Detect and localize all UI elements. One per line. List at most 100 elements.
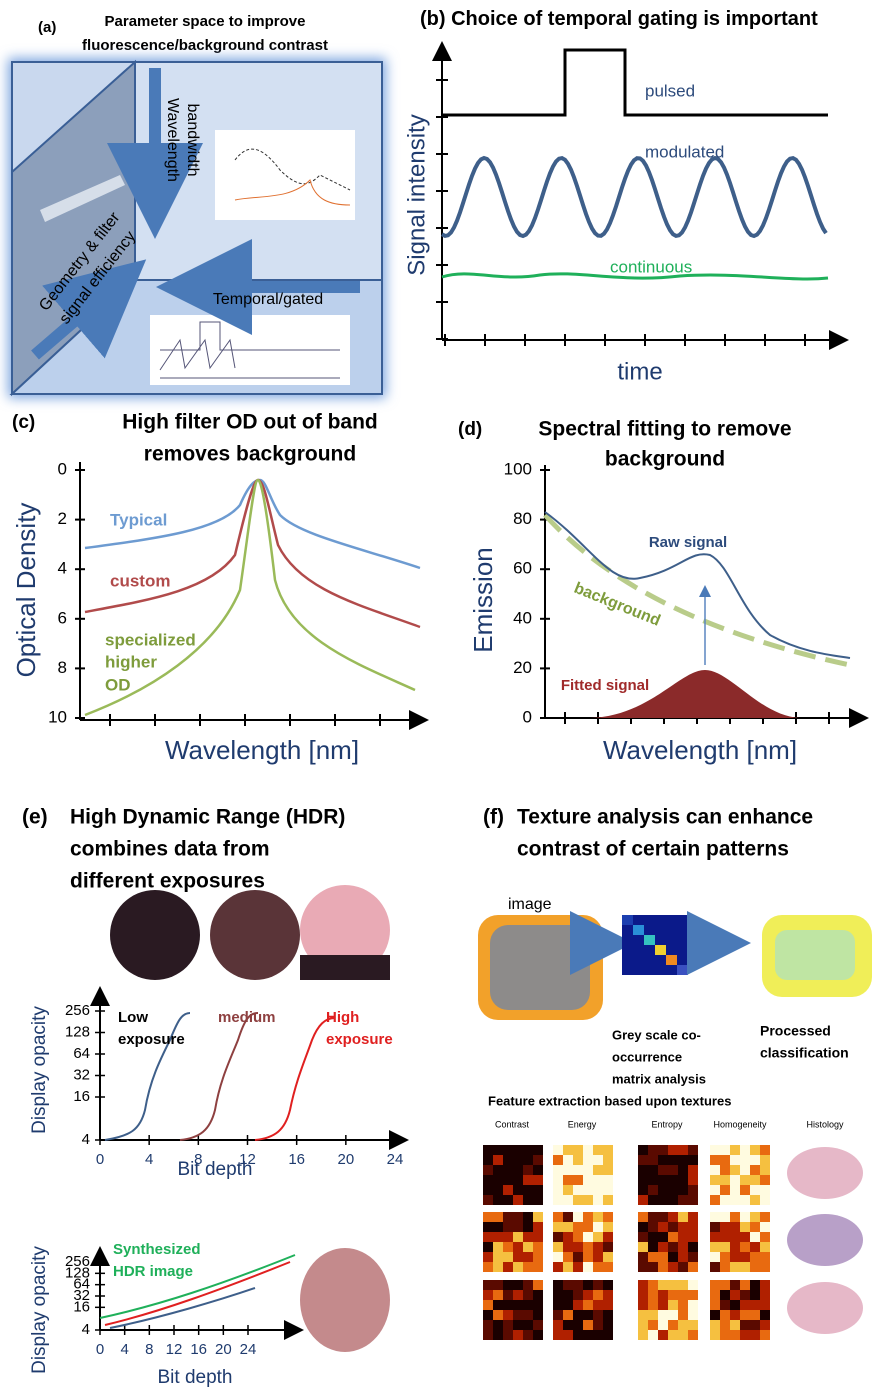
feature-tiles: Contrast Energy Entropy Homogeneity Histolog…: [483, 1119, 863, 1340]
texture-cell: [563, 1290, 573, 1300]
texture-cell: [648, 1290, 658, 1300]
texture-cell: [583, 1185, 593, 1195]
y-tick-label: 32: [73, 1287, 90, 1304]
curve-label: medium: [218, 1009, 276, 1026]
texture-cell: [603, 1252, 613, 1262]
matrix-cell: [633, 925, 644, 935]
texture-cell: [730, 1252, 740, 1262]
texture-cell: [750, 1165, 760, 1175]
column-header: Histology: [806, 1119, 844, 1129]
texture-cell: [638, 1145, 648, 1155]
texture-cell: [603, 1232, 613, 1242]
texture-cell: [573, 1165, 583, 1175]
texture-cell: [658, 1242, 668, 1252]
texture-cell: [593, 1212, 603, 1222]
x-tick-label: 12: [166, 1341, 183, 1358]
texture-cell: [688, 1310, 698, 1320]
texture-cell: [638, 1330, 648, 1340]
texture-cell: [513, 1290, 523, 1300]
panel-title: Spectral fitting to remove: [538, 418, 791, 441]
texture-cell: [573, 1145, 583, 1155]
texture-cell: [553, 1232, 563, 1242]
ticks: 0 20 40 60 80 100: [504, 459, 830, 726]
panel-title: removes background: [144, 443, 356, 466]
texture-cell: [513, 1232, 523, 1242]
texture-cell: [750, 1252, 760, 1262]
texture-cell: [730, 1155, 740, 1165]
texture-cell: [503, 1310, 513, 1320]
texture-cell: [533, 1145, 543, 1155]
texture-cell: [740, 1290, 750, 1300]
texture-cell: [483, 1145, 493, 1155]
texture-cell: [563, 1145, 573, 1155]
texture-cell: [730, 1262, 740, 1272]
texture-cell: [513, 1320, 523, 1330]
curve-label: exposure: [326, 1031, 393, 1048]
texture-cell: [720, 1212, 730, 1222]
texture-cell: [483, 1300, 493, 1310]
arrow: [31, 259, 147, 360]
texture-cell: [533, 1330, 543, 1340]
texture-cell: [573, 1330, 583, 1340]
x-axis-label: Bit depth: [178, 1159, 253, 1180]
texture-cell: [688, 1262, 698, 1272]
matrix-cell: [644, 945, 655, 955]
texture-cell: [648, 1212, 658, 1222]
texture-cell: [648, 1175, 658, 1185]
texture-cell: [513, 1330, 523, 1340]
texture-cell: [523, 1175, 533, 1185]
texture-cell: [483, 1262, 493, 1272]
texture-cell: [593, 1175, 603, 1185]
texture-cell: [710, 1195, 720, 1205]
texture-cell: [720, 1252, 730, 1262]
texture-cell: [503, 1185, 513, 1195]
texture-cell: [603, 1222, 613, 1232]
texture-cell: [668, 1280, 678, 1290]
texture-cell: [533, 1320, 543, 1330]
texture-cell: [603, 1242, 613, 1252]
texture-cell: [720, 1310, 730, 1320]
matrix-cell: [655, 935, 666, 945]
y-tick-label: 64: [73, 1276, 90, 1293]
texture-cell: [730, 1310, 740, 1320]
texture-cell: [678, 1145, 688, 1155]
texture-cell: [710, 1232, 720, 1242]
texture-cell: [730, 1195, 740, 1205]
texture-cell: [720, 1195, 730, 1205]
texture-cell: [688, 1155, 698, 1165]
continuous-curve: [441, 272, 829, 281]
texture-cell: [563, 1300, 573, 1310]
texture-cell: [730, 1300, 740, 1310]
y-axis-label: Optical Density: [11, 503, 41, 678]
texture-cell: [730, 1330, 740, 1340]
pulsed-curve: [442, 48, 828, 117]
texture-cell: [750, 1222, 760, 1232]
histology-image: [787, 1282, 863, 1334]
texture-cell: [493, 1175, 503, 1185]
curve-label: continuous: [610, 257, 692, 276]
curve-label: Raw signal: [649, 534, 727, 551]
texture-cell: [503, 1320, 513, 1330]
texture-cell: [668, 1330, 678, 1340]
y-tick-label: 256: [65, 1253, 90, 1270]
texture-cell: [553, 1300, 563, 1310]
y-tick-label: 16: [73, 1298, 90, 1315]
texture-cell: [638, 1280, 648, 1290]
x-tick-label: 0: [96, 1341, 104, 1358]
texture-cell: [583, 1310, 593, 1320]
texture-cell: [710, 1242, 720, 1252]
texture-cell: [553, 1165, 563, 1175]
texture-cell: [513, 1195, 523, 1205]
y-tick-label: 100: [504, 459, 532, 478]
texture-cell: [648, 1320, 658, 1330]
texture-cell: [688, 1222, 698, 1232]
texture-cell: [593, 1280, 603, 1290]
texture-cell: [638, 1165, 648, 1175]
texture-cell: [503, 1232, 513, 1242]
y-tick-label: 6: [58, 608, 67, 627]
texture-cell: [678, 1330, 688, 1340]
texture-cell: [523, 1300, 533, 1310]
texture-cell: [668, 1175, 678, 1185]
texture-cell: [710, 1222, 720, 1232]
texture-cell: [563, 1185, 573, 1195]
